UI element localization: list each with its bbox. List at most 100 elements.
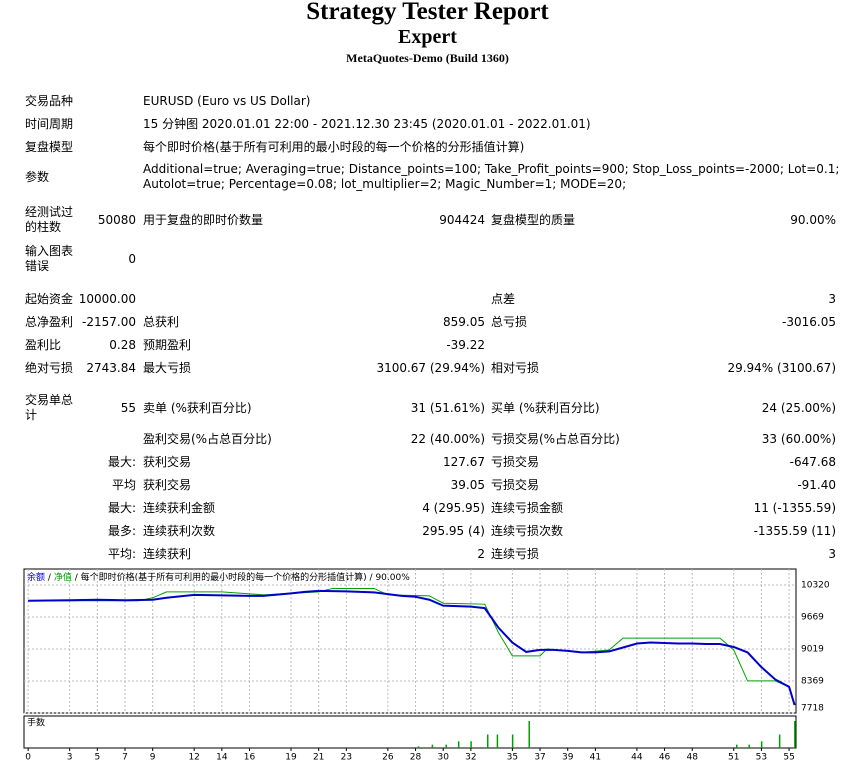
stat-value: 22 (40.00%)	[410, 431, 485, 446]
stat-value: 3	[828, 291, 836, 306]
x-tick-label: 19	[285, 753, 297, 763]
legend: 余额 / 净值 / 每个即时价格(基于所有可利用的最小时段的每一个价格的分形插值…	[27, 571, 410, 583]
stat-value: 33 (60.00%)	[761, 431, 836, 446]
y-tick-label: 7718	[801, 704, 824, 714]
info-label: 时间周期	[25, 116, 74, 131]
stat-value: 295.95 (4)	[422, 523, 485, 538]
stat-label: 连续获利次数	[143, 523, 216, 538]
info-value: EURUSD (Euro vs US Dollar)	[143, 93, 311, 108]
lot-bar	[760, 741, 763, 748]
stat-value: 31 (51.61%)	[410, 400, 485, 415]
legend-note: 每个即时价格(基于所有可利用的最小时段的每一个价格的分形插值计算)	[81, 571, 367, 583]
lot-bar	[445, 744, 447, 748]
stat-value: 0	[128, 251, 136, 266]
stat-value: 最大:	[107, 500, 136, 515]
stat-label: 连续亏损次数	[491, 523, 564, 538]
x-tick-label: 35	[507, 753, 518, 763]
x-tick-label: 46	[659, 753, 671, 763]
stat-label: 总净盈利	[25, 314, 74, 329]
stat-label: 复盘模型的质量	[491, 212, 576, 227]
info-value: Autolot=true; Percentage=0.08; lot_multi…	[143, 177, 627, 191]
x-tick-label: 51	[728, 753, 739, 763]
info-value: 15 分钟图 2020.01.01 22:00 - 2021.12.30 23:…	[143, 116, 591, 131]
x-tick-label: 39	[562, 753, 574, 763]
lot-bar	[736, 744, 738, 748]
stat-value: 4 (295.95)	[422, 500, 485, 515]
stat-label: 最大亏损	[143, 360, 192, 375]
stat-value: 24 (25.00%)	[761, 400, 836, 415]
stat-label: 输入图表错误	[25, 244, 74, 273]
x-tick-label: 32	[465, 753, 476, 763]
stat-label: 连续获利	[143, 546, 192, 561]
lot-bar	[457, 741, 460, 748]
stat-label: 亏损交易(%占总百分比)	[491, 431, 620, 446]
info-value: Additional=true; Averaging=true; Distanc…	[143, 162, 840, 176]
stat-value: 50080	[97, 212, 136, 227]
x-tick-label: 0	[25, 753, 31, 763]
stat-value: 3	[828, 546, 836, 561]
stat-value: 2743.84	[86, 360, 136, 375]
x-tick-label: 12	[188, 753, 199, 763]
series-line	[28, 589, 796, 706]
stat-label: 连续亏损	[491, 546, 540, 561]
x-tick-label: 26	[382, 753, 394, 763]
lot-bar	[496, 734, 499, 748]
x-tick-label: 30	[437, 753, 449, 763]
stat-value: 最多:	[107, 523, 136, 538]
stat-value: 11 (-1355.59)	[753, 500, 836, 515]
lot-bar	[417, 746, 420, 748]
stat-label: 买单 (%获利百分比)	[491, 400, 600, 415]
stat-label: 获利交易	[143, 454, 192, 469]
stat-value: 29.94% (3100.67)	[727, 360, 836, 375]
legend-separator: /	[370, 573, 374, 583]
report-build: MetaQuotes-Demo (Build 1360)	[346, 51, 509, 65]
legend-quality: 90.00%	[375, 573, 410, 583]
x-tick-label: 3	[67, 753, 73, 763]
chart-frame	[23, 568, 797, 714]
x-tick-label: 23	[341, 753, 352, 763]
legend-separator: /	[75, 573, 79, 583]
info-label: 复盘模型	[25, 139, 74, 154]
stat-value: -1355.59 (11)	[753, 523, 836, 538]
stat-value: 904424	[439, 212, 485, 227]
legend-entry: 余额	[27, 571, 45, 583]
x-tick-label: 21	[313, 753, 324, 763]
legend-separator: /	[48, 573, 52, 583]
stat-value: 平均	[111, 477, 136, 492]
stat-label: 连续亏损金额	[491, 500, 564, 515]
stat-value: 90.00%	[790, 212, 836, 227]
y-tick-label: 10320	[801, 581, 830, 591]
stat-value: 39.05	[450, 477, 485, 492]
lot-bar	[511, 734, 514, 748]
stat-value: 55	[120, 400, 136, 415]
stat-value: -39.22	[446, 337, 485, 352]
stat-label: 盈利交易(%占总百分比)	[143, 431, 272, 446]
lot-bar	[431, 744, 434, 748]
stat-value: -647.68	[789, 454, 836, 469]
x-tick-label: 5	[94, 753, 100, 763]
lot-bar	[486, 734, 489, 748]
info-value: 每个即时价格(基于所有可利用的最小时段的每一个价格的分形插值计算)	[143, 139, 525, 154]
legend-entry: 净值	[54, 571, 72, 583]
report-subtitle: Expert	[398, 26, 457, 48]
stat-label: 交易单总计	[25, 393, 74, 422]
info-label: 交易品种	[25, 93, 74, 108]
stat-label: 用于复盘的即时价数量	[143, 212, 264, 227]
x-tick-label: 41	[590, 753, 601, 763]
stat-label: 卖单 (%获利百分比)	[143, 400, 252, 415]
lot-bar	[470, 741, 472, 748]
y-tick-label: 9019	[801, 645, 824, 655]
stat-label: 经测试过的柱数	[25, 205, 74, 234]
stat-label: 亏损交易	[491, 477, 540, 492]
x-tick-label: 28	[410, 753, 422, 763]
stat-label: 起始资金	[25, 291, 74, 306]
x-tick-label: 48	[687, 753, 699, 763]
stat-value: 3100.67 (29.94%)	[376, 360, 485, 375]
stat-value: -91.40	[797, 477, 836, 492]
lot-bar	[778, 734, 781, 748]
stat-value: 平均:	[107, 546, 136, 561]
x-tick-label: 53	[756, 753, 767, 763]
lot-bar	[748, 744, 750, 748]
